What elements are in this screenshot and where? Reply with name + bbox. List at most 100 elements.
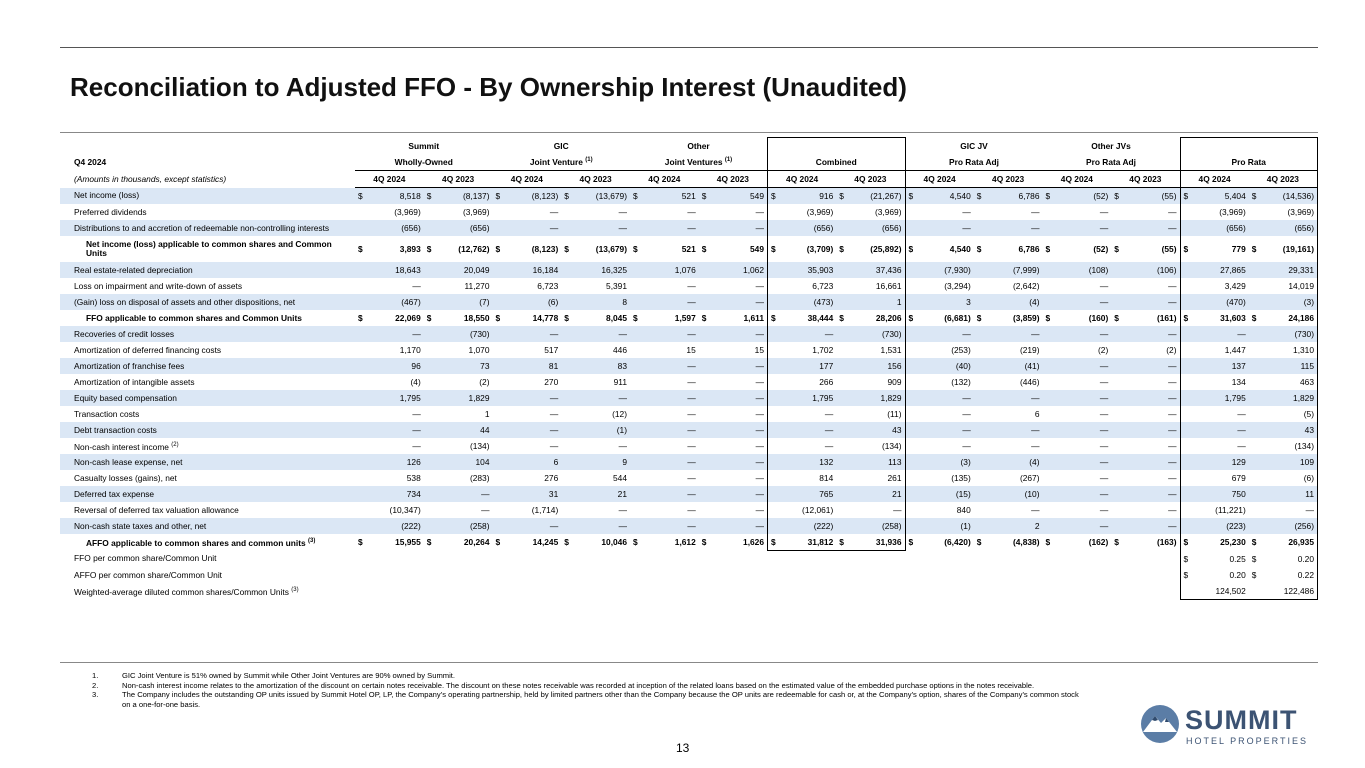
value-cell: 104 xyxy=(423,454,493,470)
value-cell: — xyxy=(1111,422,1180,438)
value-cell: — xyxy=(630,438,699,454)
group-name: Pro Rata Adj xyxy=(1042,154,1180,171)
value: 31,812 xyxy=(807,537,834,547)
value: (730) xyxy=(881,329,902,339)
value: 1,795 xyxy=(399,393,421,403)
value-cell: $18,550 xyxy=(424,310,493,326)
value-cell: — xyxy=(698,358,768,374)
row-label: Non-cash state taxes and other, net xyxy=(60,518,355,534)
group-name-text: Pro Rata Adj xyxy=(949,157,999,167)
value-cell: 276 xyxy=(493,470,562,486)
value-cell: $ (161) xyxy=(1111,310,1180,326)
value-cell: (222) xyxy=(355,518,424,534)
value: — xyxy=(549,441,559,451)
value: (55) xyxy=(1161,244,1177,254)
value-cell: — xyxy=(355,406,424,422)
value-cell xyxy=(699,551,768,568)
value: — xyxy=(962,393,971,403)
value: 14,245 xyxy=(532,537,559,548)
value: (12) xyxy=(612,409,627,419)
value-cell: (41) xyxy=(973,358,1043,374)
value-cell: 734 xyxy=(355,486,424,502)
value: (25,892) xyxy=(870,244,902,254)
value: 9 xyxy=(622,457,627,467)
value: 6,723 xyxy=(537,281,559,291)
row-label-text: Non-cash interest income xyxy=(74,441,169,452)
value-cell: 124,502 xyxy=(1179,583,1249,600)
period-header: 4Q 2024 xyxy=(1042,170,1112,188)
value: — xyxy=(687,409,696,419)
value-cell: $ (8,123) xyxy=(493,236,562,262)
value: — xyxy=(1305,505,1314,515)
value-cell: (7,999) xyxy=(973,262,1043,278)
value-cell: 911 xyxy=(561,374,630,390)
value: 1,070 xyxy=(468,345,490,355)
value: — xyxy=(618,505,627,515)
value-cell xyxy=(768,583,837,600)
value: — xyxy=(755,281,764,291)
footnote-text: GIC Joint Venture is 51% owned by Summit… xyxy=(122,671,456,680)
value: — xyxy=(962,223,971,233)
value: 814 xyxy=(819,473,834,483)
currency-sign: $ xyxy=(633,191,638,201)
value-cell: — xyxy=(1042,294,1112,310)
value-cell: $ (19,161) xyxy=(1248,236,1318,262)
currency-sign: $ xyxy=(1251,537,1257,548)
value-cell: 43 xyxy=(836,422,906,438)
value-cell: (473) xyxy=(767,294,837,310)
value-cell: 814 xyxy=(767,470,837,486)
period-header: 4Q 2024 xyxy=(355,170,424,188)
row-label-text: Amortization of intangible assets xyxy=(74,376,195,387)
value-cell: — xyxy=(1111,204,1180,220)
value-cell: $ (55) xyxy=(1111,236,1180,262)
period-header: 4Q 2024 xyxy=(905,170,974,188)
value: (3) xyxy=(960,457,971,467)
value-cell: (446) xyxy=(974,374,1043,390)
value: — xyxy=(824,441,834,451)
value-cell: — xyxy=(974,502,1043,518)
row-label: Preferred dividends xyxy=(60,204,355,220)
value-cell xyxy=(630,567,699,583)
value: 8,045 xyxy=(606,313,627,323)
value: — xyxy=(1237,441,1246,451)
value-cell: — xyxy=(492,422,562,438)
value-cell: (7) xyxy=(423,294,493,310)
value-cell: — xyxy=(423,486,493,502)
value: (3,859) xyxy=(1012,313,1040,323)
currency-sign: $ xyxy=(1183,537,1189,548)
value-cell xyxy=(1043,551,1112,568)
value: (223) xyxy=(1226,521,1246,531)
value-cell: — xyxy=(1111,406,1180,422)
currency-sign: $ xyxy=(1045,537,1051,548)
value: — xyxy=(1168,489,1177,499)
value: (222) xyxy=(813,521,834,531)
value-cell: $4,540 xyxy=(905,236,974,262)
currency-sign: $ xyxy=(1114,537,1119,548)
group-top: Other JVs xyxy=(1091,140,1131,151)
value-cell: — xyxy=(1111,454,1180,470)
value: (52) xyxy=(1093,191,1109,201)
value-cell: 29,331 xyxy=(1248,262,1318,278)
group-top xyxy=(1179,137,1318,154)
value-cell: (3,969) xyxy=(424,204,493,220)
group-name: Wholly-Owned xyxy=(355,154,493,171)
value: 679 xyxy=(1231,473,1246,483)
value-cell: (134) xyxy=(424,438,493,454)
footnote-ref: (1) xyxy=(585,157,593,164)
value-cell: 3 xyxy=(905,294,974,310)
period-header: 4Q 2024 xyxy=(630,170,699,188)
value: 1,829 xyxy=(1293,393,1314,403)
value-cell: — xyxy=(630,358,699,374)
group-name: Joint Venture (1) xyxy=(492,154,630,171)
value: — xyxy=(1168,207,1177,217)
value: (473) xyxy=(813,297,834,307)
currency-sign: $ xyxy=(564,191,569,201)
value-cell xyxy=(1111,567,1180,583)
value-cell xyxy=(974,583,1043,600)
table-row: Recoveries of credit losses — (730) — — — — — (7… xyxy=(60,326,1318,342)
value: 24,186 xyxy=(1288,313,1314,323)
value-cell: — xyxy=(1042,486,1112,502)
table-row: Net income (loss) applicable to common s… xyxy=(60,236,1318,262)
value: 115 xyxy=(1300,361,1314,371)
